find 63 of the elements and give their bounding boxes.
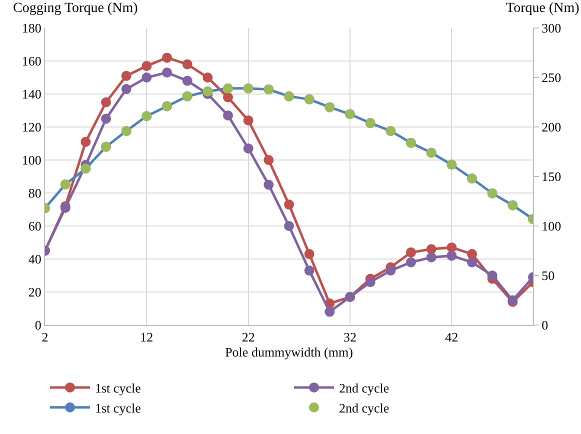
y-tick-label: 80 [28, 186, 42, 201]
point [487, 270, 498, 280]
point [162, 68, 172, 78]
legend-label: 1st cycle [95, 400, 142, 416]
point [162, 52, 172, 63]
point [304, 249, 314, 260]
y2-axis-title: Torque (Nm) [506, 1, 580, 16]
point [202, 72, 213, 82]
y2-tick-label: 0 [542, 318, 548, 333]
y2-tick-label: 200 [542, 120, 562, 135]
point [467, 249, 477, 260]
y-tick-label: 20 [28, 284, 42, 300]
point [101, 114, 111, 124]
point [406, 257, 416, 268]
x-tick-label: 12 [140, 330, 154, 345]
x-axis-title: Pole dummywidth (mm) [225, 344, 353, 360]
legend-label: 2nd cycle [339, 400, 390, 416]
point [284, 200, 294, 210]
y-tick-label: 0 [34, 318, 42, 333]
point [304, 266, 314, 276]
point [446, 242, 457, 252]
x-tick-label: 22 [242, 330, 255, 345]
point [264, 155, 274, 165]
point [223, 110, 233, 120]
x-tick-label: 32 [344, 330, 356, 345]
y2-tick-label: 50 [542, 268, 555, 284]
y-tick-label: 120 [22, 120, 42, 135]
point [243, 143, 254, 154]
point [182, 59, 192, 70]
x-tick-label: 42 [445, 330, 458, 345]
legend-label: 2nd cycle [339, 380, 390, 396]
point [446, 250, 457, 261]
point [426, 244, 436, 254]
point [284, 221, 294, 231]
point [121, 70, 132, 81]
y2-tick-label: 300 [542, 20, 562, 36]
y-tick-label: 140 [22, 86, 42, 102]
y-tick-label: 160 [22, 54, 42, 69]
point [121, 84, 132, 94]
point [365, 277, 376, 288]
point [142, 60, 152, 71]
y-tick-label: 60 [28, 218, 42, 234]
point [386, 266, 396, 276]
y2-tick-label: 150 [542, 169, 562, 184]
legend-label: 1st cycle [95, 380, 142, 396]
x-tick-label: 2 [42, 330, 48, 345]
point [426, 252, 436, 262]
y2-tick-label: 250 [542, 70, 562, 86]
point [264, 180, 274, 190]
point [243, 115, 254, 126]
y-tick-label: 40 [28, 252, 42, 267]
point [223, 92, 233, 102]
point [101, 97, 111, 108]
point [467, 257, 477, 268]
point [80, 136, 91, 147]
point [182, 76, 192, 86]
y-tick-label: 100 [22, 152, 42, 168]
y2-tick-label: 100 [542, 218, 562, 234]
point [324, 306, 335, 317]
point [142, 72, 152, 82]
y-tick-label: 180 [22, 20, 42, 36]
y-axis-title: Cogging Torque (Nm) [13, 1, 138, 16]
point [406, 247, 416, 258]
